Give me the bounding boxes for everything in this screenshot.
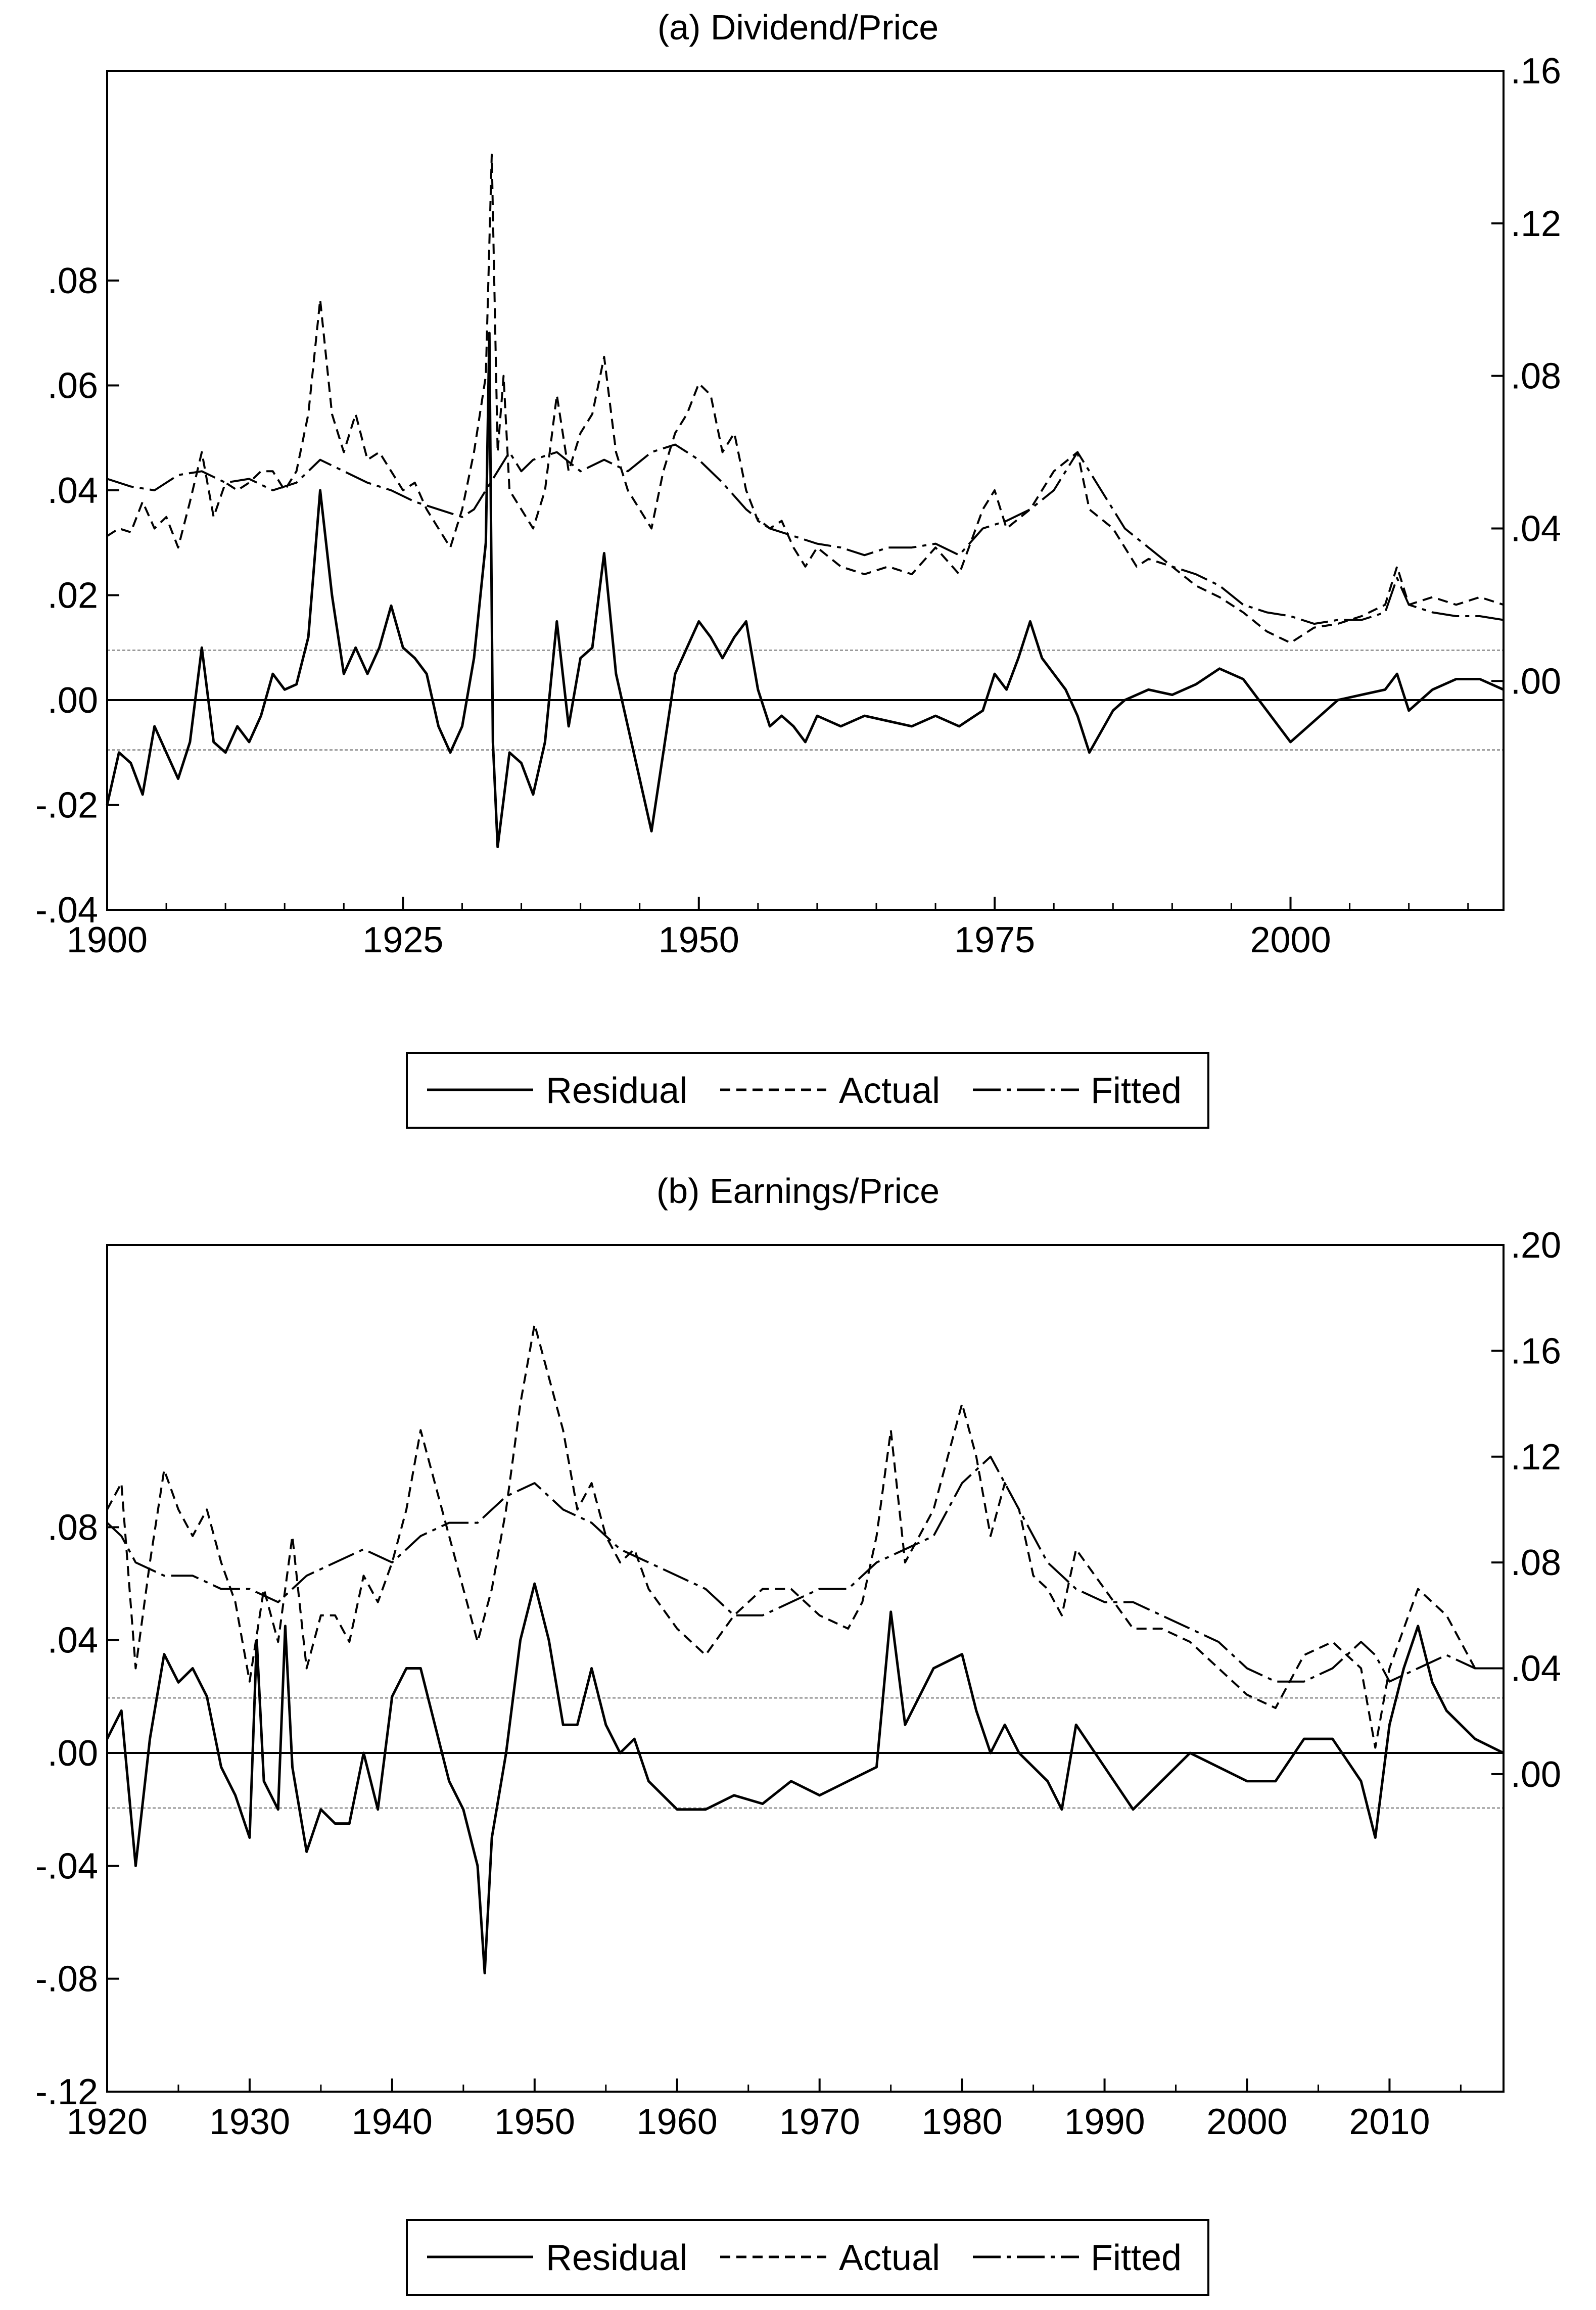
panel-a-series (106, 154, 1505, 848)
x-tick-label: 1940 (352, 2102, 433, 2142)
legend-actual-label: Actual (839, 2238, 940, 2278)
right-tick-label: .08 (1511, 1543, 1561, 1583)
panel-dividend-price: (a) Dividend/Price 1900 1925 1950 1975 2000 … (35, 8, 1561, 1129)
right-tick-label: .00 (1511, 661, 1561, 702)
x-tick-label: 1975 (954, 920, 1035, 960)
legend-fitted-label: Fitted (1091, 2238, 1182, 2278)
left-tick-label: -.02 (35, 786, 98, 826)
left-tick-label: .02 (48, 576, 98, 616)
panel-a-reference-lines (107, 649, 1504, 751)
panel-a-plot-frame (106, 70, 1505, 911)
panel-b-plot-frame (106, 1244, 1505, 2093)
x-tick-label: 1960 (637, 2102, 718, 2142)
panel-earnings-price: (b) Earnings/Price 1920 1930 1940 1950 1960 1… (35, 1171, 1561, 2296)
left-tick-label: .08 (48, 261, 98, 301)
right-tick-label: .12 (1511, 204, 1561, 244)
x-tick-label: 1950 (659, 920, 739, 960)
panel-b-reference-lines (107, 1697, 1504, 1809)
x-tick-label: 1970 (779, 2102, 860, 2142)
series-fitted-line (106, 1455, 1504, 1683)
panel-a-right-axis: .00 .04 .08 .12 .16 (1491, 51, 1561, 702)
x-tick-label: 2000 (1250, 920, 1331, 960)
left-tick-label: .06 (48, 366, 98, 406)
right-tick-label: .12 (1511, 1437, 1561, 1477)
legend-actual-label: Actual (839, 1071, 940, 1111)
left-tick-label: -.12 (35, 2072, 98, 2112)
legend-fitted-label: Fitted (1091, 1071, 1182, 1111)
left-tick-label: -.04 (35, 1846, 98, 1886)
panel-b-left-axis: -.12 -.08 -.04 .00 .04 .08 (35, 1507, 119, 2112)
x-tick-label: 2000 (1206, 2102, 1287, 2142)
left-tick-label: -.08 (35, 1959, 98, 2000)
left-tick-label: .00 (48, 1733, 98, 1774)
panel-a-x-axis: 1900 1925 1950 1975 2000 (67, 897, 1469, 960)
panel-b-series (106, 1323, 1505, 1974)
series-residual-line (106, 1582, 1505, 1974)
x-tick-label: 1920 (67, 2102, 148, 2142)
left-tick-label: .08 (48, 1507, 98, 1548)
left-tick-label: .00 (48, 680, 98, 721)
panel-a-legend: Residual Actual Fitted (406, 1052, 1209, 1129)
panel-b-right-axis: .00 .04 .08 .12 .16 .20 (1491, 1225, 1561, 1795)
x-tick-label: 1990 (1064, 2102, 1145, 2142)
left-tick-label: .04 (48, 471, 98, 511)
right-tick-label: .16 (1511, 1331, 1561, 1371)
x-tick-label: 1980 (922, 2102, 1003, 2142)
x-tick-label: 1925 (362, 920, 443, 960)
left-tick-label: .04 (48, 1621, 98, 1661)
legend-residual-label: Residual (546, 2238, 687, 2278)
panel-b-x-axis: 1920 1930 1940 1950 1960 1970 1980 1990 2000 2010 (67, 2078, 1462, 2142)
series-residual-line (106, 332, 1505, 848)
x-tick-label: 1950 (494, 2102, 575, 2142)
panel-a-title: (a) Dividend/Price (658, 8, 938, 47)
right-tick-label: .16 (1511, 51, 1561, 91)
series-fitted-line (107, 443, 1504, 625)
x-tick-label: 1900 (67, 920, 148, 960)
right-tick-label: .04 (1511, 1649, 1561, 1689)
series-actual-line (106, 1323, 1504, 1749)
right-tick-label: .00 (1511, 1754, 1561, 1795)
right-tick-label: .20 (1511, 1225, 1561, 1266)
right-tick-label: .08 (1511, 356, 1561, 397)
right-tick-label: .04 (1511, 509, 1561, 549)
series-actual-line (106, 154, 1504, 644)
panel-a-left-axis: -.04 -.02 .00 .02 .04 .06 .08 (35, 261, 119, 931)
panel-b-legend: Residual Actual Fitted (406, 2219, 1209, 2296)
left-tick-label: -.04 (35, 890, 98, 931)
panel-b-title: (b) Earnings/Price (656, 1171, 940, 1211)
x-tick-label: 2010 (1349, 2102, 1430, 2142)
legend-residual-label: Residual (546, 1071, 687, 1111)
x-tick-label: 1930 (209, 2102, 290, 2142)
